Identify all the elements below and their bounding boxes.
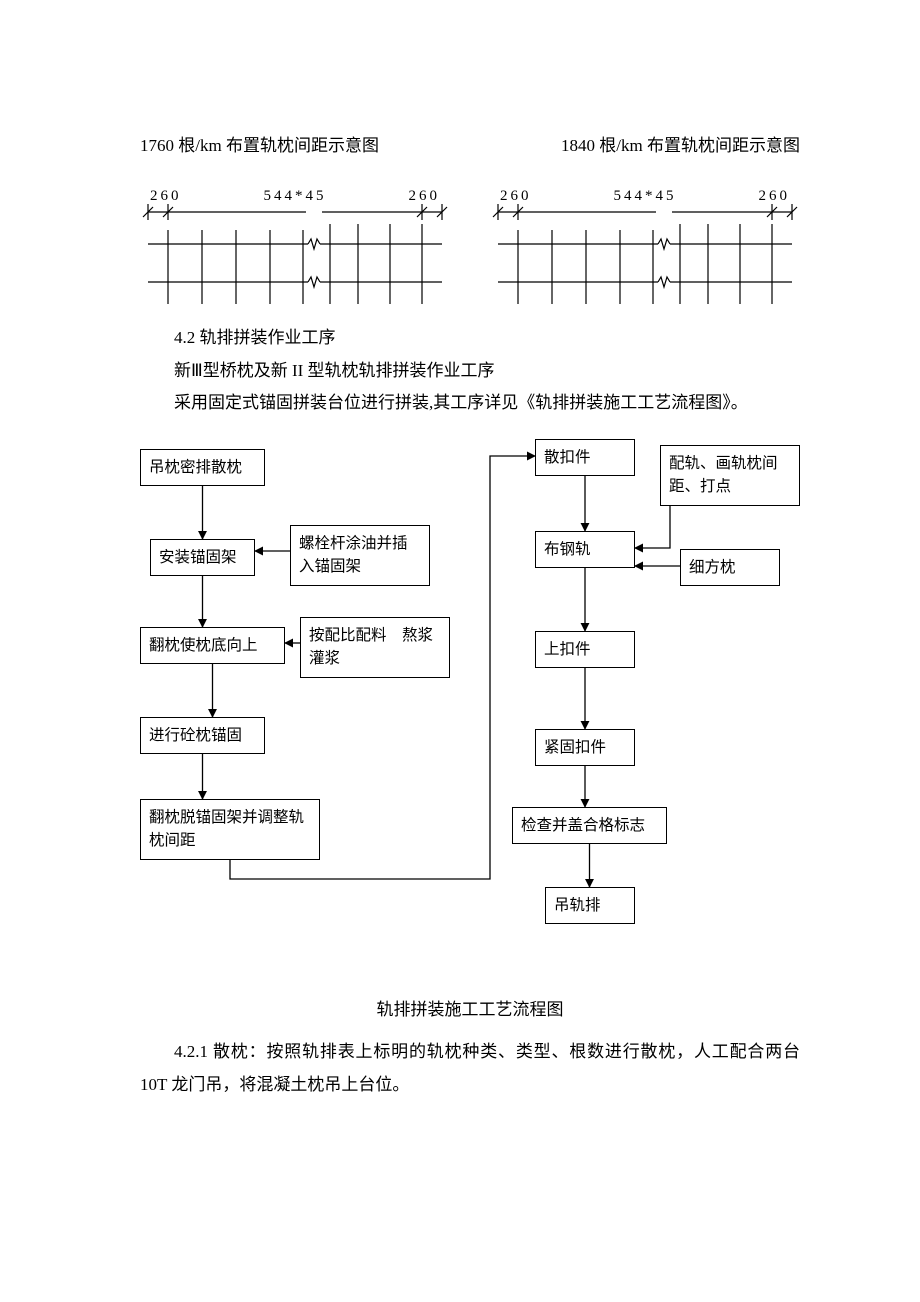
flow-node-r2b: 细方枕 xyxy=(680,549,780,586)
flow-node-r2: 布钢轨 xyxy=(535,531,635,568)
flow-node-n2b: 螺栓杆涂油并插入锚固架 xyxy=(290,525,430,586)
flow-node-r1b: 配轨、画轨枕间距、打点 xyxy=(660,445,800,506)
section-heading: 4.2 轨排拼装作业工序 xyxy=(140,322,800,354)
flow-node-n1: 吊枕密排散枕 xyxy=(140,449,265,486)
flow-node-r1: 散扣件 xyxy=(535,439,635,476)
flow-node-n2: 安装锚固架 xyxy=(150,539,255,576)
svg-text:544*45: 544*45 xyxy=(264,188,327,204)
flow-node-n4: 进行砼枕锚固 xyxy=(140,717,265,754)
footer-text: 4.2.1 散枕：按照轨排表上标明的轨枕种类、类型、根数进行散枕，人工配合两台1… xyxy=(140,1036,800,1101)
flow-node-n3: 翻枕使枕底向上 xyxy=(140,627,285,664)
svg-text:544*45: 544*45 xyxy=(614,188,677,204)
svg-text:260: 260 xyxy=(150,188,182,204)
caption-left: 1760 根/km 布置轨枕间距示意图 xyxy=(140,130,379,162)
svg-text:260: 260 xyxy=(759,188,791,204)
spacing-captions: 1760 根/km 布置轨枕间距示意图 1840 根/km 布置轨枕间距示意图 xyxy=(140,130,800,162)
body-line-3: 采用固定式锚固拼装台位进行拼装,其工序详见《轨排拼装施工工艺流程图》。 xyxy=(140,387,800,419)
spacing-diagram-right: 260 544*45 260 xyxy=(490,182,800,312)
spacing-diagram-left: 260 544*45 260 xyxy=(140,182,450,312)
caption-right: 1840 根/km 布置轨枕间距示意图 xyxy=(561,130,800,162)
flow-node-n5: 翻枕脱锚固架并调整轨枕间距 xyxy=(140,799,320,860)
svg-text:260: 260 xyxy=(409,188,441,204)
flowchart: 吊枕密排散枕安装锚固架螺栓杆涂油并插入锚固架翻枕使枕底向上按配比配料 熬浆 灌浆… xyxy=(140,439,800,969)
flowchart-title: 轨排拼装施工工艺流程图 xyxy=(140,994,800,1026)
flow-node-r5: 检查并盖合格标志 xyxy=(512,807,667,844)
flow-node-n3b: 按配比配料 熬浆 灌浆 xyxy=(300,617,450,678)
footer-para: 4.2.1 散枕：按照轨排表上标明的轨枕种类、类型、根数进行散枕，人工配合两台1… xyxy=(140,1036,800,1101)
flow-node-r4: 紧固扣件 xyxy=(535,729,635,766)
flow-node-r3: 上扣件 xyxy=(535,631,635,668)
svg-text:260: 260 xyxy=(500,188,532,204)
page: 1760 根/km 布置轨枕间距示意图 1840 根/km 布置轨枕间距示意图 … xyxy=(0,0,920,1302)
body-line-2: 新Ⅲ型桥枕及新 II 型轨枕轨排拼装作业工序 xyxy=(140,355,800,387)
flowchart-arrows xyxy=(140,439,800,969)
body-text: 4.2 轨排拼装作业工序 新Ⅲ型桥枕及新 II 型轨枕轨排拼装作业工序 采用固定… xyxy=(140,322,800,419)
flow-node-r6: 吊轨排 xyxy=(545,887,635,924)
spacing-diagrams: 260 544*45 260 260 544*45 260 xyxy=(140,182,800,312)
